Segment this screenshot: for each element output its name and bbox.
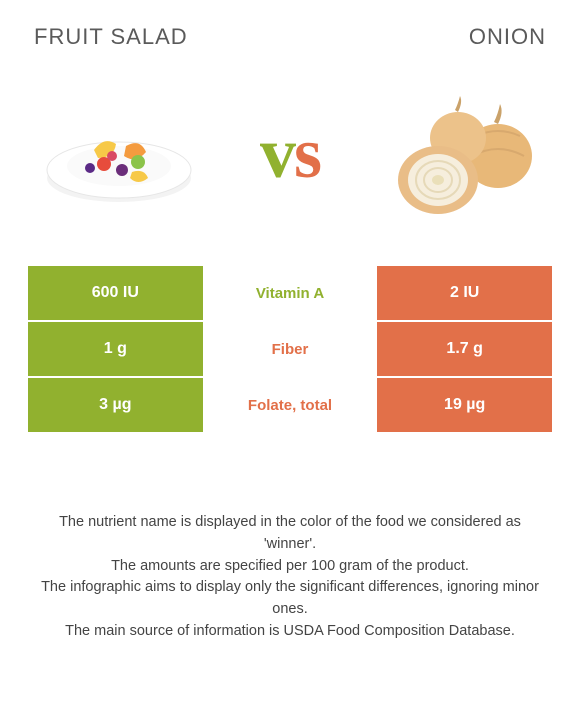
- right-value: 19 µg: [377, 378, 552, 432]
- left-value: 1 g: [28, 322, 203, 376]
- right-value: 1.7 g: [377, 322, 552, 376]
- nutrient-row: 600 IUVitamin A2 IU: [28, 266, 552, 320]
- vs-label: vs: [260, 112, 320, 195]
- right-food-image: [376, 78, 546, 228]
- nutrient-row: 3 µgFolate, total19 µg: [28, 378, 552, 432]
- nutrient-row: 1 gFiber1.7 g: [28, 322, 552, 376]
- left-food-image: [34, 78, 204, 228]
- footer-line: The nutrient name is displayed in the co…: [34, 512, 546, 556]
- vs-v: v: [260, 112, 294, 195]
- left-value: 3 µg: [28, 378, 203, 432]
- nutrient-name: Vitamin A: [203, 266, 378, 320]
- footer-line: The amounts are specified per 100 gram o…: [34, 556, 546, 578]
- footer-line: The main source of information is USDA F…: [34, 621, 546, 643]
- right-food-title: Onion: [469, 24, 546, 50]
- left-food-title: Fruit salad: [34, 24, 188, 50]
- right-value: 2 IU: [377, 266, 552, 320]
- footer-line: The infographic aims to display only the…: [34, 577, 546, 621]
- nutrient-name: Fiber: [203, 322, 378, 376]
- nutrient-table: 600 IUVitamin A2 IU1 gFiber1.7 g3 µgFola…: [28, 266, 552, 432]
- footer-notes: The nutrient name is displayed in the co…: [28, 512, 552, 643]
- left-value: 600 IU: [28, 266, 203, 320]
- vs-s: s: [294, 112, 320, 195]
- nutrient-name: Folate, total: [203, 378, 378, 432]
